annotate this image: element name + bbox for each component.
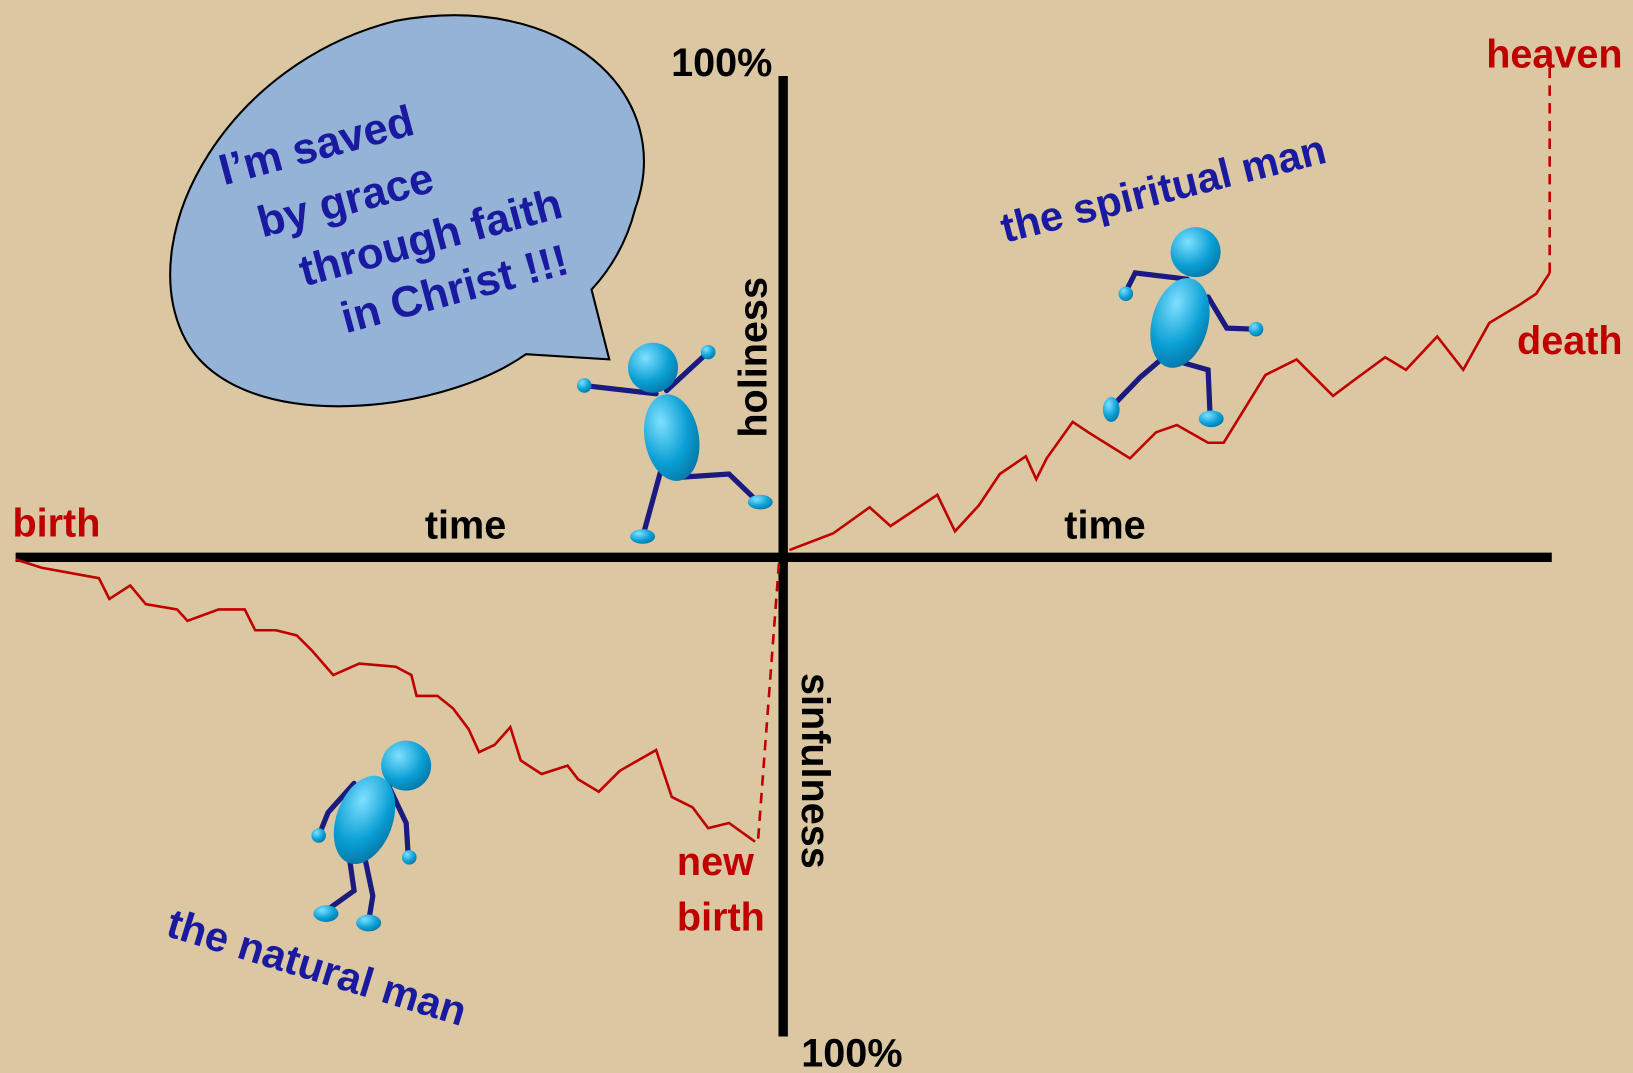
path-label: new (677, 840, 754, 884)
path-label: birth (12, 501, 100, 545)
axis-end-label: 100% (801, 1032, 902, 1073)
path-label: birth (677, 895, 765, 939)
diagram: I’m saved by grace through faith in Chri… (0, 0, 1633, 1073)
axis-label: holiness (732, 277, 776, 438)
path-label: death (1517, 319, 1623, 363)
path-label: heaven (1486, 33, 1622, 77)
axis-label: sinfulness (793, 673, 837, 869)
axis-label: time (1064, 504, 1145, 548)
axis-end-label: 100% (671, 41, 772, 85)
axis-label: time (425, 504, 506, 548)
